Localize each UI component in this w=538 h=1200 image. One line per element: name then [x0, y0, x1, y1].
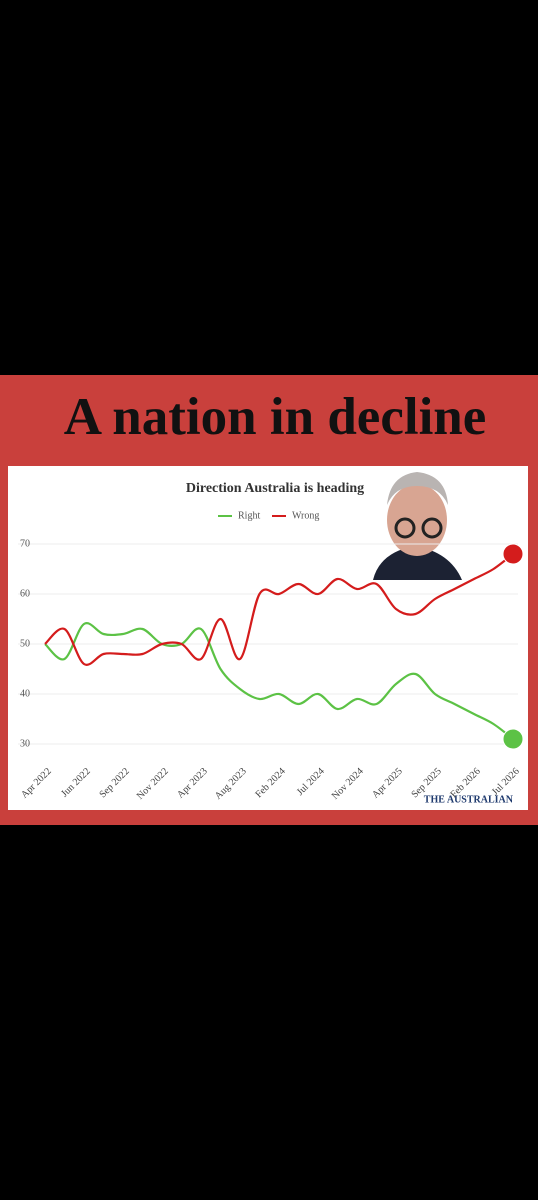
end-marker [502, 728, 524, 750]
legend-label: Wrong [292, 510, 319, 521]
photo [373, 466, 463, 580]
chart-title: Direction Australia is heading [186, 481, 364, 496]
y-tick-label: 40 [20, 688, 30, 699]
series-line [44, 622, 514, 740]
y-tick-label: 60 [20, 588, 30, 599]
legend-label: Right [238, 510, 260, 521]
source-logo: THE AUSTRALIAN [424, 794, 514, 805]
y-tick-label: 70 [20, 538, 30, 549]
headline: A nation in decline [64, 388, 487, 446]
end-marker [502, 543, 524, 565]
y-tick-label: 50 [20, 638, 30, 649]
series-line [44, 553, 514, 666]
y-tick-label: 30 [20, 738, 30, 749]
